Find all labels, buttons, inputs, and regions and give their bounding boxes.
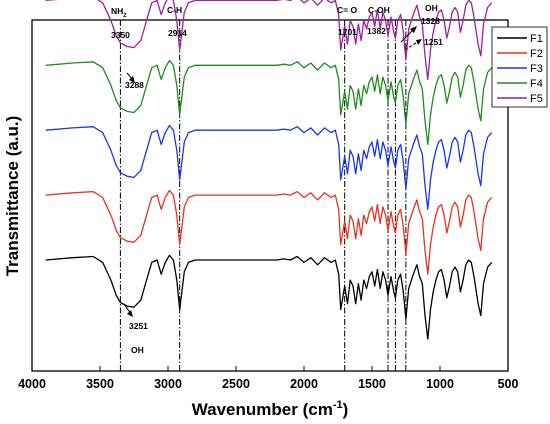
- arrow-1251: [404, 40, 420, 51]
- annotation-ch: C-H: [167, 5, 182, 15]
- series-line-f1: [45, 254, 493, 340]
- x-tick-label-4000: 4000: [18, 377, 46, 391]
- legend-frame: [491, 26, 548, 108]
- annotation-ch-wavenumber: 2914: [168, 28, 187, 38]
- x-tick-label-1500: 1500: [358, 377, 386, 391]
- arrow-1251-head: [416, 39, 422, 45]
- annotation-nh2: NH2: [111, 6, 127, 19]
- x-axis-title-main: Wavenumber (cm: [192, 400, 333, 419]
- x-tick-label-2500: 2500: [222, 377, 250, 391]
- x-axis-title: Wavenumber (cm-1): [192, 399, 349, 419]
- annotation-arrows: [123, 26, 422, 317]
- annotation-nh2-wavenumber: 3350: [111, 30, 130, 40]
- arrow-3288-head: [129, 76, 135, 83]
- x-axis-title-tail: ): [343, 400, 349, 419]
- annotation-coh: C-OH: [368, 5, 390, 15]
- legend-items: F1 F2 F3 F4 F5: [497, 33, 543, 105]
- peak-annotations: NH2 3350 C-H 2914 C= O 1701 C-OH 1382 OH…: [111, 3, 443, 355]
- x-axis-title-sup: -1: [333, 399, 343, 411]
- annotation-coh-wavenumber: 1382: [367, 26, 386, 36]
- legend-label-f4: F4: [530, 78, 543, 90]
- series-layer: [45, 0, 493, 340]
- x-tick-label-3000: 3000: [154, 377, 182, 391]
- arrow-1328: [400, 28, 415, 43]
- plot-area-frame: [31, 19, 509, 372]
- legend-label-f5: F5: [530, 93, 543, 105]
- annotation-oh-top: OH: [425, 3, 438, 13]
- legend-label-f2: F2: [530, 48, 543, 60]
- legend-label-f3: F3: [530, 63, 543, 75]
- y-axis-title: Transmittance (a.u.): [3, 116, 22, 277]
- annotation-1251: 1251: [424, 37, 443, 47]
- x-tick-label-1000: 1000: [426, 377, 454, 391]
- x-tick-label-2000: 2000: [290, 377, 318, 391]
- annotation-oh-top-wavenumber: 1328: [421, 16, 440, 26]
- legend: F1 F2 F3 F4 F5: [491, 26, 548, 108]
- arrow-3251-head: [127, 310, 133, 317]
- arrow-1328-head: [410, 26, 417, 33]
- annotation-3288: 3288: [125, 80, 144, 90]
- x-tick-label-500: 500: [498, 377, 519, 391]
- legend-label-f1: F1: [530, 33, 543, 45]
- annotation-oh-bottom: OH: [131, 345, 144, 355]
- reference-lines: [119, 20, 407, 371]
- series-line-f4: [45, 59, 493, 146]
- series-line-f5: [45, 0, 493, 81]
- annotation-3251: 3251: [129, 321, 148, 331]
- x-axis-ticks: 4000 3500 3000 2500 2000 1500 1000 500: [18, 366, 518, 391]
- x-tick-label-3500: 3500: [86, 377, 114, 391]
- series-line-f3: [45, 124, 493, 210]
- series-line-f2: [45, 189, 493, 275]
- annotation-co: C= O: [337, 5, 357, 15]
- annotation-co-wavenumber: 1701: [338, 27, 357, 37]
